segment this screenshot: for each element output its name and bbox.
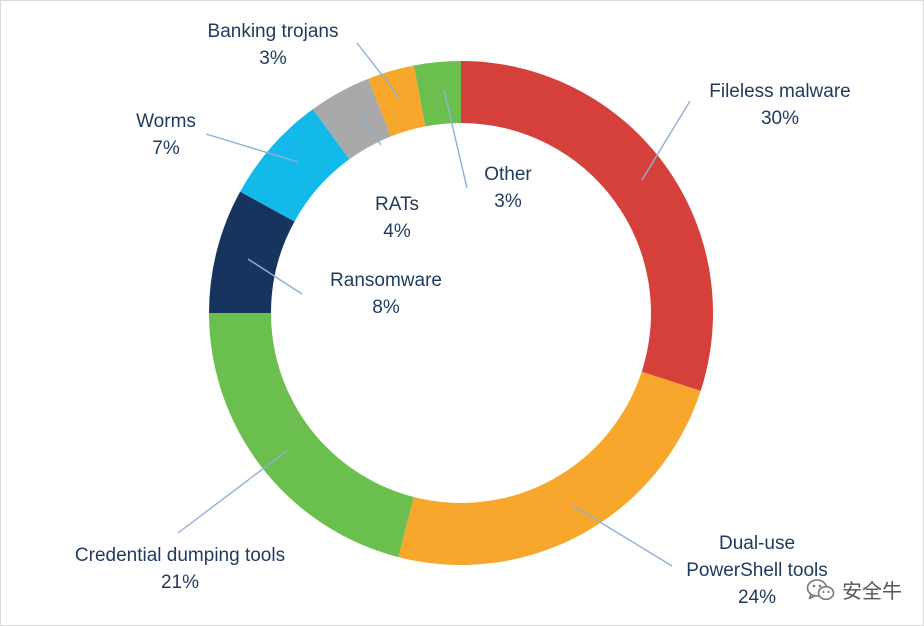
leader-line-credential-dumping-tools [177, 449, 289, 534]
category-label: Worms [136, 111, 196, 132]
value-label: 21% [160, 572, 200, 593]
slice-ransomware [209, 191, 295, 313]
slice-worms [240, 109, 350, 222]
leader-line-ransomware [247, 258, 303, 295]
slice-label-rats: RATs 4% [375, 191, 419, 245]
value-label: 4% [383, 221, 411, 242]
value-label: 3% [259, 48, 287, 69]
category-label: Credential dumping tools [74, 545, 286, 566]
slice-banking-trojans [368, 65, 426, 137]
slice-label-banking-trojans: Banking trojans 3% [208, 18, 339, 72]
slice-label-ransomware: Ransomware 8% [330, 267, 442, 321]
leader-line-other [443, 89, 468, 189]
leader-line-fileless-malware [641, 100, 691, 181]
leader-line-dual-use-powershell-tools [571, 504, 673, 567]
category-label: Other [484, 164, 532, 185]
slice-dual-use-powershell-tools [398, 371, 701, 565]
category-label: Banking trojans [207, 21, 339, 42]
value-label: 7% [152, 138, 180, 159]
value-label: 30% [760, 108, 800, 129]
category-label: Ransomware [330, 270, 442, 291]
leader-line-worms [205, 133, 299, 163]
category-label: PowerShell tools [686, 560, 828, 581]
value-label: 24% [737, 587, 777, 608]
category-label: RATs [375, 194, 419, 215]
value-label: 8% [372, 297, 400, 318]
leader-line-banking-trojans [356, 42, 401, 99]
slice-credential-dumping-tools [209, 313, 414, 558]
value-label: 3% [494, 191, 522, 212]
slice-label-worms: Worms 7% [136, 108, 196, 162]
wechat-icon [806, 578, 835, 600]
category-label: Fileless malware [709, 81, 851, 102]
slice-label-other: Other 3% [484, 161, 532, 215]
slice-label-dual-use-powershell-tools: Dual-use PowerShell tools 24% [686, 530, 828, 611]
slice-label-fileless-malware: Fileless malware 30% [709, 78, 850, 132]
leader-line-rats [359, 115, 382, 146]
slice-rats [312, 78, 392, 160]
slice-label-credential-dumping-tools: Credential dumping tools 21% [75, 542, 285, 596]
category-label: Dual-use [718, 533, 796, 554]
watermark: 安全牛 [806, 575, 902, 604]
watermark-text: 安全牛 [842, 581, 902, 603]
slice-fileless-malware [461, 61, 714, 391]
